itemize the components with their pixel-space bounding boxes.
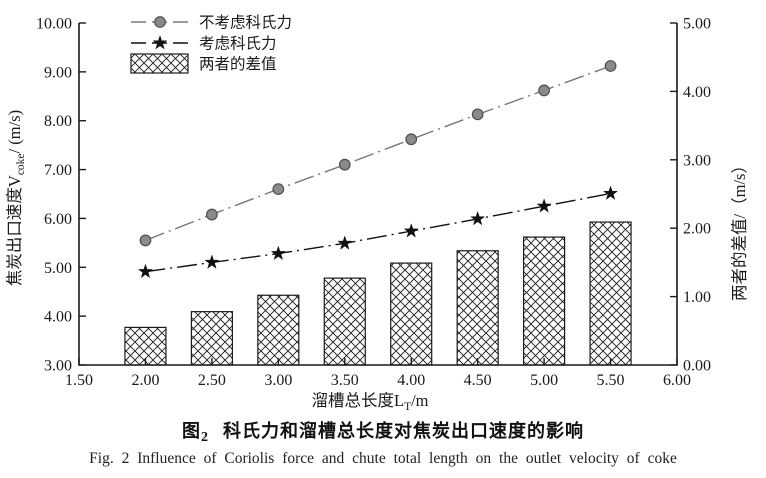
axis-frame	[78, 23, 678, 366]
bar-difference	[390, 262, 433, 366]
right-axis-tick-label: 4.00	[683, 84, 711, 101]
left-axis-tick-label: 3.00	[44, 358, 72, 375]
axes: 3.00 4.00 5.00 6.00 7.00 8.00 9.00 10.00 0.00 1.0…	[36, 16, 711, 390]
star-marker	[536, 198, 552, 213]
legend-label-with-coriolis: 考虑科氏力	[199, 35, 277, 53]
circle-marker	[604, 60, 617, 72]
star-marker	[204, 254, 220, 269]
x-axis-tick-label: 5.00	[530, 372, 558, 389]
star-marker	[602, 185, 619, 200]
line-no-coriolis	[145, 65, 611, 242]
left-axis-tick-label: 6.00	[44, 211, 72, 228]
legend-label-difference: 两者的差值	[199, 55, 277, 73]
y-right-axis-title: 两者的差值/（m/s）	[730, 157, 749, 301]
y-left-axis-title: 焦炭出口速度Vcoke/ (m/s)	[5, 110, 27, 286]
left-axis-tick-label: 4.00	[44, 309, 72, 326]
left-axis-tick-label: 5.00	[44, 260, 72, 277]
star-marker	[403, 223, 419, 238]
x-axis-tick-label: 1.50	[65, 372, 93, 389]
x-axis-title: 溜槽总长度LT/m	[311, 391, 428, 412]
bar-difference	[523, 236, 566, 366]
right-axis-tick-label: 5.00	[683, 16, 711, 33]
circle-marker	[471, 108, 484, 121]
x-axis-tick-label: 6.00	[663, 372, 691, 389]
left-axis-tick-label: 9.00	[44, 64, 72, 81]
circle-marker	[205, 208, 218, 221]
circle-marker	[272, 183, 285, 196]
circle-marker	[405, 133, 418, 146]
circle-marker	[154, 16, 166, 28]
line-with-coriolis	[145, 192, 611, 273]
right-axis-tick-label: 0.00	[683, 358, 711, 375]
x-axis-tick-label: 2.00	[131, 372, 159, 389]
bar-difference	[456, 250, 499, 366]
circle-marker	[338, 158, 351, 171]
circle-marker	[538, 84, 551, 97]
caption-zh: 图2 科氏力和溜槽总长度对焦炭出口速度的影响	[0, 417, 766, 446]
legend-swatch-difference	[130, 53, 189, 74]
star-marker	[152, 35, 168, 50]
x-axis-tick-label: 4.00	[397, 372, 425, 389]
star-marker	[270, 245, 286, 261]
x-axis-tick-label: 4.50	[464, 372, 492, 389]
bar-difference	[589, 221, 632, 366]
left-axis-tick-label: 8.00	[44, 113, 72, 130]
circle-marker	[139, 234, 152, 247]
caption-zh-fig-number: 2	[201, 430, 209, 445]
right-axis-tick-label: 3.00	[683, 152, 711, 169]
x-axis-tick-label: 3.00	[264, 372, 292, 389]
x-axis-tick-label: 2.50	[198, 372, 226, 389]
caption-en: Fig. 2 Influence of Coriolis force and c…	[89, 450, 677, 467]
left-axis-tick-label: 7.00	[44, 162, 72, 179]
bar-series-difference	[124, 221, 632, 366]
bar-difference	[190, 311, 233, 366]
x-axis-tick-label: 3.50	[331, 372, 359, 389]
bar-difference	[323, 277, 366, 366]
legend-label-no-coriolis: 不考虑科氏力	[199, 14, 292, 32]
x-axis-tick-label: 5.50	[597, 372, 625, 389]
chart-canvas: 3.00 4.00 5.00 6.00 7.00 8.00 9.00 10.00 0.00 1.0…	[5, 14, 749, 414]
bar-difference	[257, 294, 300, 366]
left-axis-tick-label: 10.00	[36, 16, 72, 33]
right-axis-tick-label: 1.00	[683, 289, 711, 306]
caption-zh-title: 科氏力和溜槽总长度对焦炭出口速度的影响	[223, 421, 584, 441]
line-series	[137, 60, 619, 279]
star-marker	[470, 210, 486, 226]
star-marker	[337, 235, 353, 250]
caption-zh-fig-label: 图	[182, 421, 201, 441]
star-marker	[137, 263, 154, 279]
axis-labels: 溜槽总长度LT/m 焦炭出口速度Vcoke/ (m/s) 两者的差值/（m/s）	[5, 110, 749, 413]
right-axis-tick-label: 2.00	[683, 221, 711, 238]
